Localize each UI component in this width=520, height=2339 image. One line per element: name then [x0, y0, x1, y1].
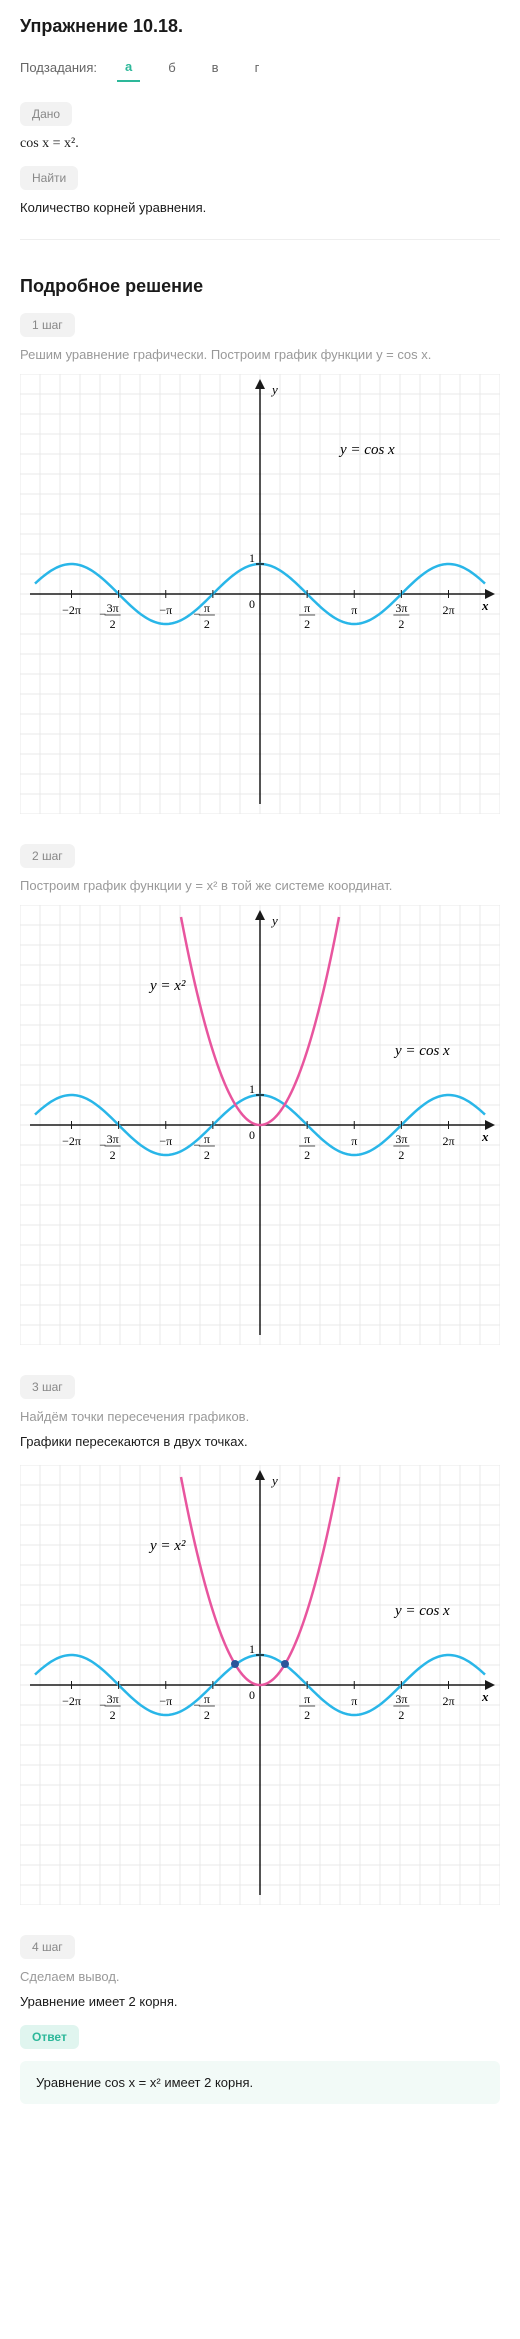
svg-text:π: π: [204, 1132, 210, 1146]
svg-text:π: π: [304, 601, 310, 615]
step-1-description: Решим уравнение графически. Построим гра…: [20, 347, 500, 362]
svg-text:−: −: [99, 1698, 106, 1712]
graph-2: y x 0 1 y = cos x y = x² −2π−3π2−π−π2π2π…: [20, 905, 500, 1345]
svg-text:2: 2: [204, 1148, 210, 1162]
graph-1: y x 0 1 y = cos x −2π−3π2−π−π2π2π3π22π: [20, 374, 500, 814]
graph-2-cos-label: y = cos x: [393, 1043, 450, 1059]
svg-text:−2π: −2π: [62, 1134, 81, 1148]
svg-text:2: 2: [398, 1148, 404, 1162]
svg-text:π: π: [351, 1134, 357, 1148]
answer-box: Уравнение cos x = x² имеет 2 корня.: [20, 2061, 500, 2104]
svg-text:2π: 2π: [442, 603, 454, 617]
graph-2-one-label: 1: [249, 1082, 255, 1096]
tab-b[interactable]: б: [160, 54, 183, 81]
find-text: Количество корней уравнения.: [20, 200, 500, 215]
graph-3-y-label: y: [270, 1473, 278, 1488]
graph-3-x-label: x: [481, 1689, 489, 1704]
exercise-title: Упражнение 10.18.: [20, 16, 500, 37]
graph-3-origin: 0: [249, 1688, 255, 1702]
svg-text:3π: 3π: [107, 1692, 119, 1706]
svg-text:2π: 2π: [442, 1134, 454, 1148]
tab-v[interactable]: в: [204, 54, 227, 81]
given-equation: cos x = x².: [20, 136, 500, 152]
step-4-chip: 4 шаг: [20, 1935, 75, 1959]
step-3-chip: 3 шаг: [20, 1375, 75, 1399]
step-4-description-gray: Сделаем вывод.: [20, 1969, 500, 1984]
subtasks-row: Подзадания: а б в г: [20, 53, 500, 82]
svg-text:π: π: [304, 1692, 310, 1706]
solution-title: Подробное решение: [20, 276, 500, 297]
svg-text:2: 2: [110, 1708, 116, 1722]
graph-2-x-label: x: [481, 1129, 489, 1144]
graph-3-cos-label: y = cos x: [393, 1603, 450, 1619]
svg-text:π: π: [351, 603, 357, 617]
svg-text:−: −: [193, 1138, 200, 1152]
intersection-point-1: [231, 1660, 239, 1668]
graph-1-y-label: y: [270, 382, 278, 397]
svg-text:−π: −π: [159, 603, 172, 617]
graph-3-parabola-label: y = x²: [148, 1538, 186, 1554]
svg-text:−π: −π: [159, 1694, 172, 1708]
subtasks-label: Подзадания:: [20, 60, 97, 75]
step-3-description-bold: Графики пересекаются в двух точках.: [20, 1434, 500, 1449]
step-1-chip: 1 шаг: [20, 313, 75, 337]
graph-3-one-label: 1: [249, 1642, 255, 1656]
step-3-description-gray: Найдём точки пересечения графиков.: [20, 1409, 500, 1424]
graph-1-cos-label: y = cos x: [338, 442, 395, 458]
step-4-description-bold: Уравнение имеет 2 корня.: [20, 1994, 500, 2009]
given-chip: Дано: [20, 102, 72, 126]
graph-1-one-label: 1: [249, 551, 255, 565]
svg-text:2: 2: [110, 617, 116, 631]
svg-text:−: −: [193, 1698, 200, 1712]
graph-3-container: y x 0 1 y = cos x y = x² −2π−3π2−π−π2π2π…: [20, 1465, 500, 1905]
svg-text:2: 2: [304, 1148, 310, 1162]
svg-text:2: 2: [110, 1148, 116, 1162]
step-2-chip: 2 шаг: [20, 844, 75, 868]
graph-2-y-label: y: [270, 913, 278, 928]
svg-text:−2π: −2π: [62, 603, 81, 617]
y-arrow-3: [255, 1470, 265, 1480]
svg-text:2: 2: [398, 617, 404, 631]
svg-text:2: 2: [204, 617, 210, 631]
step-2-description: Построим график функции y = x² в той же …: [20, 878, 500, 893]
svg-text:−π: −π: [159, 1134, 172, 1148]
svg-text:2: 2: [304, 1708, 310, 1722]
answer-chip: Ответ: [20, 2025, 79, 2049]
svg-text:−: −: [99, 607, 106, 621]
intersection-point-2: [281, 1660, 289, 1668]
graph-1-container: y x 0 1 y = cos x −2π−3π2−π−π2π2π3π22π: [20, 374, 500, 814]
svg-text:3π: 3π: [107, 601, 119, 615]
svg-text:π: π: [204, 601, 210, 615]
svg-text:3π: 3π: [395, 1692, 407, 1706]
svg-text:2: 2: [398, 1708, 404, 1722]
svg-text:π: π: [204, 1692, 210, 1706]
y-axis-arrow: [255, 379, 265, 389]
svg-text:2π: 2π: [442, 1694, 454, 1708]
svg-text:−: −: [193, 607, 200, 621]
find-chip: Найти: [20, 166, 78, 190]
graph-3: y x 0 1 y = cos x y = x² −2π−3π2−π−π2π2π…: [20, 1465, 500, 1905]
graph-1-x-label: x: [481, 598, 489, 613]
svg-text:3π: 3π: [395, 1132, 407, 1146]
graph-2-container: y x 0 1 y = cos x y = x² −2π−3π2−π−π2π2π…: [20, 905, 500, 1345]
svg-text:−: −: [99, 1138, 106, 1152]
svg-text:3π: 3π: [395, 601, 407, 615]
tab-g[interactable]: г: [247, 54, 268, 81]
svg-text:3π: 3π: [107, 1132, 119, 1146]
svg-text:π: π: [304, 1132, 310, 1146]
tab-a[interactable]: а: [117, 53, 140, 82]
graph-2-origin: 0: [249, 1128, 255, 1142]
svg-text:π: π: [351, 1694, 357, 1708]
y-arrow-2: [255, 910, 265, 920]
svg-text:2: 2: [304, 617, 310, 631]
graph-1-origin: 0: [249, 597, 255, 611]
svg-text:2: 2: [204, 1708, 210, 1722]
svg-text:−2π: −2π: [62, 1694, 81, 1708]
graph-2-parabola-label: y = x²: [148, 978, 186, 994]
